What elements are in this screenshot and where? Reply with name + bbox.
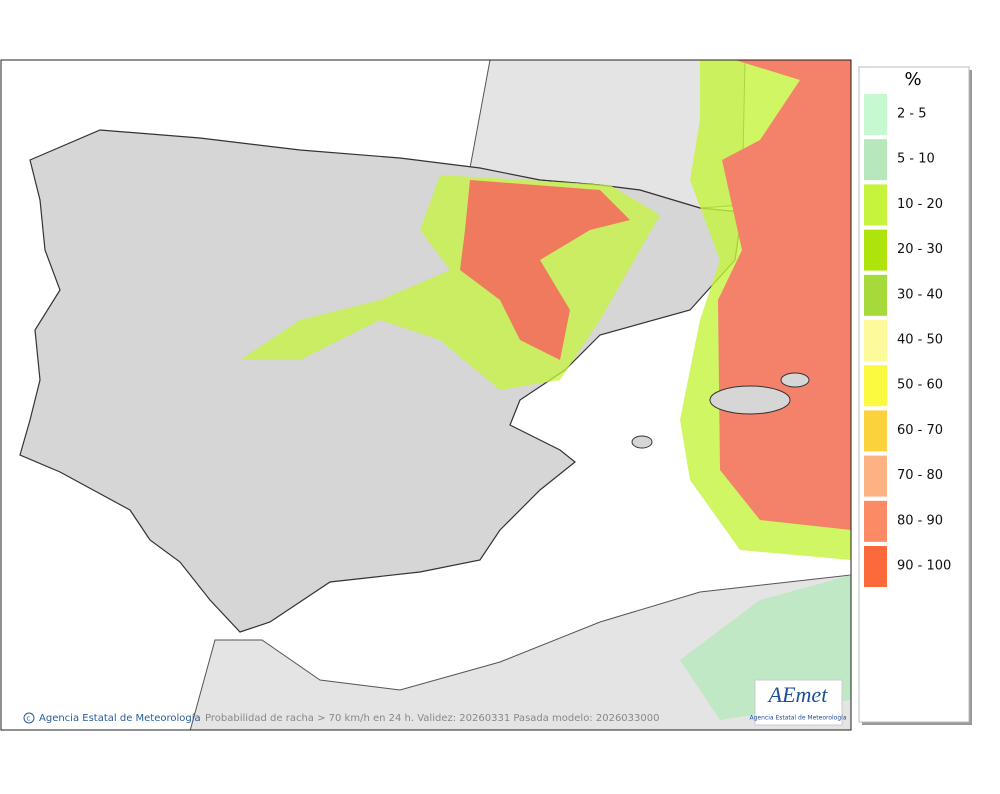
legend-title: %: [904, 69, 921, 90]
legend-label: 30 - 40: [897, 287, 943, 302]
legend-swatch: [864, 274, 887, 316]
legend-label: 60 - 70: [897, 423, 943, 438]
legend-label: 50 - 60: [897, 378, 943, 393]
legend-swatch: [864, 365, 887, 407]
legend-label: 70 - 80: [897, 468, 943, 483]
legend-swatch: [864, 229, 887, 271]
logo-name: AEmet: [767, 682, 829, 707]
mallorca: [709, 385, 791, 415]
legend-swatch: [864, 410, 887, 452]
logo-subtitle: Agencia Estatal de Meteorología: [750, 715, 847, 722]
legend-swatch: [864, 455, 887, 497]
legend-label: 10 - 20: [897, 197, 943, 212]
caption: Probabilidad de racha > 70 km/h en 24 h.…: [205, 713, 659, 724]
legend-label: 2 - 5: [897, 107, 927, 122]
credit: Agencia Estatal de Meteorología: [39, 712, 201, 724]
legend-swatch: [864, 546, 887, 587]
legend-swatch: [864, 94, 887, 135]
logo-box: [754, 679, 843, 726]
legend-swatch: [864, 139, 887, 181]
legend-label: 5 - 10: [897, 152, 935, 167]
copyright-c: c: [27, 715, 31, 723]
legend: 2 - 5 5 - 10 10 - 20 20 - 30 30 - 40 40 - 50 5…: [864, 94, 951, 587]
ibiza: [631, 435, 653, 449]
africa: [189, 574, 851, 730]
map-frame: [0, 59, 852, 731]
legend-label: 90 - 100: [897, 559, 951, 574]
map: [1, 60, 851, 730]
legend-swatch: [864, 184, 887, 226]
legend-swatch: [864, 320, 887, 361]
legend-label: 80 - 90: [897, 513, 943, 528]
copyright-icon: [23, 712, 35, 724]
menorca: [780, 372, 810, 388]
legend-swatch: [864, 500, 887, 542]
ebro-wind-high: [460, 180, 630, 360]
legend-label: 20 - 30: [897, 242, 943, 257]
legend-label: 40 - 50: [897, 333, 943, 348]
